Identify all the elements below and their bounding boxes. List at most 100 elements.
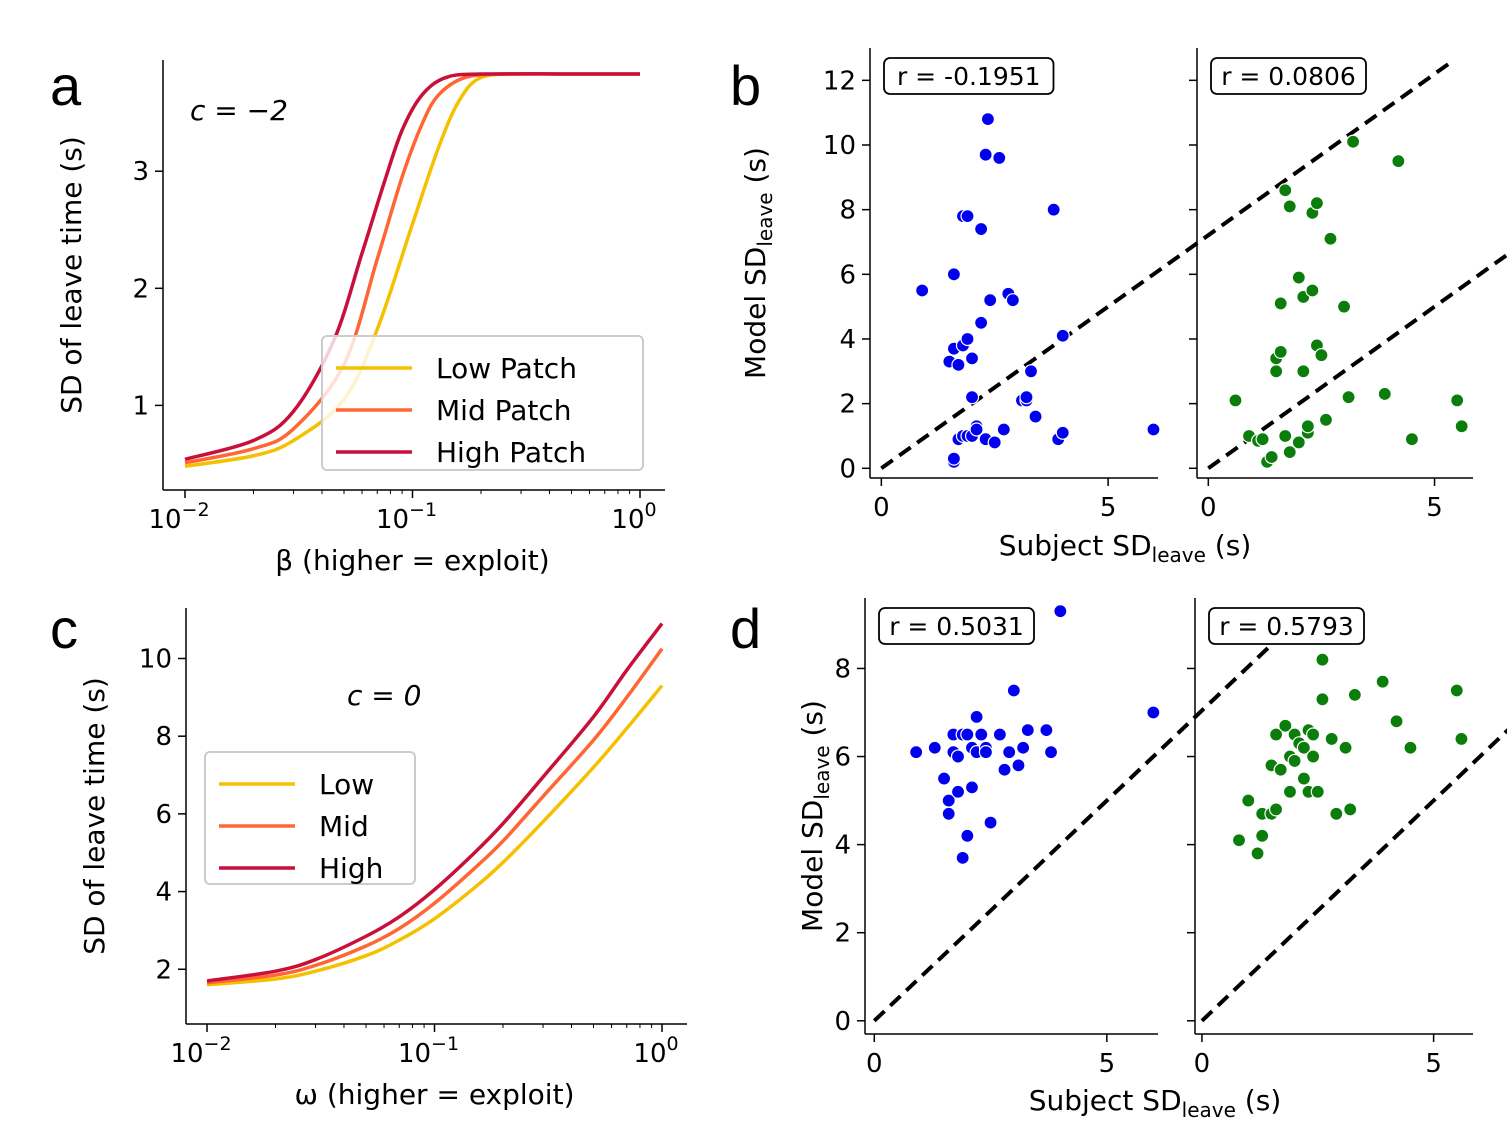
identity-line xyxy=(1207,252,1507,470)
x-tick-label: 10−2 xyxy=(170,1033,231,1069)
data-point xyxy=(1300,419,1315,434)
y-tick-label: 0 xyxy=(834,1007,851,1037)
x-tick-label: 0 xyxy=(1200,493,1217,523)
x-axis-label: Subject SDleave (s) xyxy=(1029,1084,1282,1122)
x-axis-label: Subject SDleave (s) xyxy=(999,529,1252,567)
data-point xyxy=(1454,731,1469,747)
correlation-label: r = 0.0806 xyxy=(1221,62,1356,91)
legend-label: Low xyxy=(319,768,374,801)
y-tick-label: 6 xyxy=(839,260,856,290)
data-point xyxy=(1338,740,1353,755)
y-tick-label: 4 xyxy=(155,878,172,908)
data-point xyxy=(1305,283,1320,298)
data-point xyxy=(1011,758,1026,773)
data-point xyxy=(1323,231,1338,246)
x-tick-label: 0 xyxy=(1194,1049,1211,1079)
correlation-label: r = -0.1951 xyxy=(897,62,1041,91)
y-tick-label: 6 xyxy=(834,743,851,773)
data-point xyxy=(1296,364,1311,379)
data-point xyxy=(909,745,924,760)
identity-line xyxy=(1200,728,1507,1023)
data-point xyxy=(951,357,966,372)
identity-line xyxy=(872,609,1309,1023)
data-point xyxy=(1315,692,1330,707)
data-point xyxy=(1454,419,1469,434)
data-point xyxy=(992,727,1007,742)
data-point xyxy=(996,422,1011,437)
y-axis-label: Model SDleave (s) xyxy=(739,147,777,379)
x-tick-label: 5 xyxy=(1425,1049,1442,1079)
data-point xyxy=(1053,604,1068,619)
data-point xyxy=(1273,344,1288,360)
data-point xyxy=(964,390,980,405)
data-point xyxy=(1318,412,1334,427)
data-point xyxy=(946,267,962,282)
panel-label-a: a xyxy=(50,54,82,117)
data-point xyxy=(941,806,956,821)
y-tick-label: 12 xyxy=(823,66,856,96)
x-tick-label: 5 xyxy=(1426,493,1443,523)
series-line-mid xyxy=(206,647,664,985)
y-tick-label: 4 xyxy=(839,325,856,355)
data-point xyxy=(1228,393,1243,408)
y-tick-label: 2 xyxy=(839,390,856,420)
correlation-box xyxy=(878,607,1035,645)
data-point xyxy=(969,422,984,437)
x-tick-label: 0 xyxy=(873,493,890,523)
data-point xyxy=(983,815,998,830)
data-point xyxy=(950,749,966,764)
data-point xyxy=(1450,393,1465,408)
panel-d-scatter-chart: 0 2 4 6 8 0 5 r = 0.5031 0 5 r = 0.5793 Subject SDl… xyxy=(796,598,1507,1122)
y-tick-label: 2 xyxy=(155,955,172,985)
data-point xyxy=(1375,674,1390,689)
data-point xyxy=(1273,762,1288,777)
y-tick-label: 1 xyxy=(132,391,149,421)
data-point xyxy=(1273,296,1288,311)
x-tick-label: 100 xyxy=(633,1033,678,1069)
data-point xyxy=(1404,432,1420,447)
correlation-label: r = 0.5793 xyxy=(1219,612,1354,641)
data-point xyxy=(955,850,970,865)
data-point xyxy=(1329,806,1344,821)
legend-label: Mid Patch xyxy=(436,394,572,427)
data-point xyxy=(960,828,975,843)
data-point xyxy=(1278,718,1293,733)
data-point xyxy=(960,727,975,742)
data-point xyxy=(1391,154,1406,169)
data-point xyxy=(936,771,952,786)
data-point xyxy=(1231,833,1247,848)
data-point xyxy=(1403,740,1418,755)
legend-box xyxy=(204,751,416,885)
data-point xyxy=(964,351,980,366)
correlation-box xyxy=(883,57,1055,95)
annotation-c-value: c = −2 xyxy=(190,94,288,127)
subplot-right: 0 5 r = 0.0806 xyxy=(1189,48,1507,523)
annotation-c-value: c = 0 xyxy=(347,679,421,712)
data-point xyxy=(1296,740,1311,755)
data-point xyxy=(1345,134,1361,149)
x-tick-label: 10−1 xyxy=(398,1033,459,1069)
series-line-high-patch xyxy=(184,72,640,461)
data-point xyxy=(1255,432,1270,447)
identity-line xyxy=(880,62,1450,470)
y-tick-label: 0 xyxy=(839,454,856,484)
legend-label: High xyxy=(319,852,383,885)
correlation-label: r = 0.5031 xyxy=(889,612,1024,641)
data-point xyxy=(1336,299,1352,314)
y-tick-label: 3 xyxy=(132,157,149,187)
data-point xyxy=(1046,202,1061,217)
y-tick-label: 6 xyxy=(155,800,172,830)
data-point xyxy=(978,745,994,760)
panel-a-line-chart: 10−2 10−1 100 1 2 3 β (higher = exploit) SD of … xyxy=(55,60,665,577)
data-point xyxy=(927,740,942,755)
series-line-low xyxy=(206,684,664,987)
x-axis-label: ω (higher = exploit) xyxy=(295,1078,575,1111)
y-tick-label: 10 xyxy=(139,645,172,675)
data-point xyxy=(1291,435,1306,450)
data-point xyxy=(1377,386,1392,402)
data-point xyxy=(1282,199,1297,214)
data-point xyxy=(1269,364,1284,379)
data-point xyxy=(1287,753,1302,769)
correlation-box xyxy=(1210,57,1367,95)
